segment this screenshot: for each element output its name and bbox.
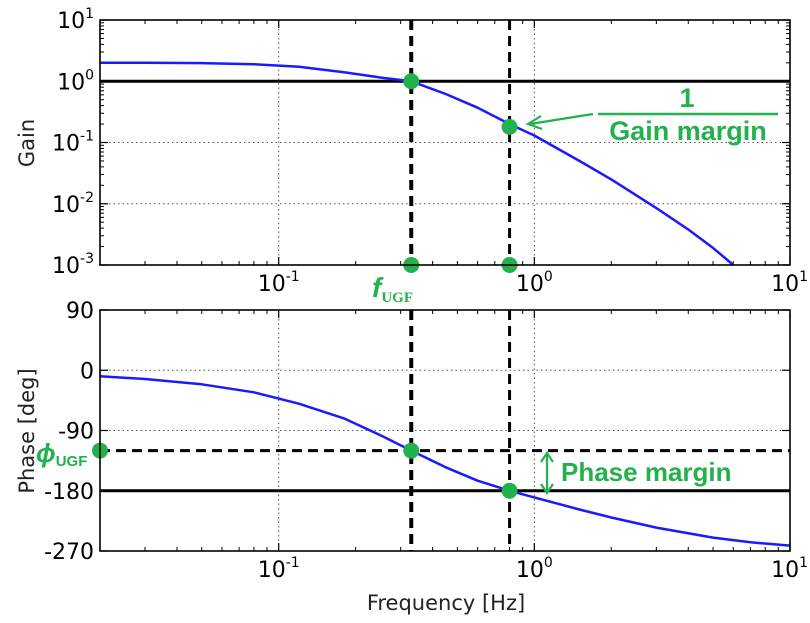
marker-point <box>501 482 518 499</box>
y-tick-label: -270 <box>44 540 94 565</box>
x-tick-label: 10-1 <box>258 555 300 583</box>
gain-margin-arrow <box>529 112 594 126</box>
gain-margin-denominator: Gain margin <box>609 116 767 146</box>
tick-exponent: -1 <box>286 269 300 285</box>
tick-base: 10 <box>258 558 286 583</box>
f-ugf-subscript: UGF <box>381 290 413 306</box>
phase-margin-arrowhead-bottom <box>540 483 554 495</box>
tick-base: 10 <box>57 9 85 34</box>
tick-exponent: -2 <box>80 190 94 206</box>
tick-base: 10 <box>57 70 85 95</box>
phi-ugf-label: ϕUGF <box>36 438 87 470</box>
phi-ugf-symbol: ϕ <box>36 438 56 468</box>
marker-point <box>403 73 420 90</box>
y-tick-label: 10-3 <box>52 251 94 279</box>
x-tick-label: 10-1 <box>258 269 300 297</box>
gain-axis-label: Gain <box>15 119 39 167</box>
marker-point <box>501 118 518 135</box>
gain-margin-numerator: 1 <box>679 83 694 113</box>
y-tick-label: 10-2 <box>52 190 94 218</box>
tick-base: 10 <box>771 558 799 583</box>
tick-exponent: 1 <box>799 555 808 571</box>
f-ugf-label: fUGF <box>372 272 413 306</box>
tick-base: 10 <box>52 193 80 218</box>
tick-base: 10 <box>516 272 544 297</box>
frequency-axis-label: Frequency [Hz] <box>367 591 525 615</box>
tick-exponent: 0 <box>544 269 553 285</box>
phase-margin-label: Phase margin <box>561 457 732 487</box>
y-tick-label: 100 <box>57 67 94 95</box>
y-tick-label: 0 <box>80 359 94 384</box>
tick-base: 10 <box>52 132 80 157</box>
y-tick-label: -90 <box>58 420 94 445</box>
x-tick-label: 100 <box>516 555 553 583</box>
tick-base: 10 <box>258 272 286 297</box>
tick-exponent: 1 <box>799 269 808 285</box>
transfer-function-curve <box>99 375 791 547</box>
f-ugf-symbol: f <box>372 272 384 303</box>
phase-axis-label: Phase [deg] <box>15 368 39 493</box>
y-tick-label: 90 <box>66 299 94 324</box>
tick-exponent: -1 <box>286 555 300 571</box>
x-tick-label: 100 <box>516 269 553 297</box>
marker-point <box>403 442 420 459</box>
y-tick-label: -180 <box>44 480 94 505</box>
phi-ugf-subscript: UGF <box>56 453 88 470</box>
tick-base: 10 <box>516 558 544 583</box>
phase-margin-arrowhead-top <box>540 451 554 463</box>
x-tick-label: 101 <box>771 269 808 297</box>
transfer-function-curve <box>100 61 735 266</box>
gain-margin-arrowhead <box>525 115 543 131</box>
y-tick-label: 101 <box>57 6 94 34</box>
tick-exponent: 0 <box>85 67 94 83</box>
tick-exponent: -3 <box>80 251 94 267</box>
tick-exponent: -1 <box>80 129 94 145</box>
tick-base: 10 <box>771 272 799 297</box>
tick-base: 10 <box>52 254 80 279</box>
annotations: Gain Phase [deg] Frequency [Hz] 1 Gain m… <box>15 83 778 615</box>
tick-exponent: 1 <box>85 6 94 22</box>
tick-exponent: 0 <box>544 555 553 571</box>
x-tick-label: 101 <box>771 555 808 583</box>
y-tick-label: 10-1 <box>52 129 94 157</box>
